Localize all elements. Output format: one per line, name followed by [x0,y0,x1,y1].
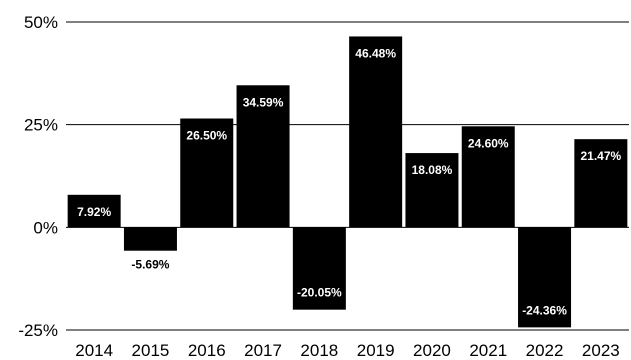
data-label-2023: 21.47% [580,149,621,163]
x-tick-label: 2020 [413,341,451,360]
x-tick-label: 2014 [75,341,113,360]
bars [67,36,628,328]
x-axis-tick-labels: 2014 2015 2016 2017 2018 2019 2020 2021 2022 2023 [75,341,620,360]
x-tick-label: 2019 [357,341,395,360]
y-tick-label: 0% [33,218,58,237]
bar-2018 [292,227,346,310]
bar-2016 [180,118,234,228]
x-tick-label: 2015 [132,341,170,360]
x-tick-label: 2016 [188,341,226,360]
bar-2023 [574,139,628,228]
y-tick-label: 25% [24,116,58,135]
bar-2017 [236,85,290,228]
bar-2015 [123,227,177,251]
data-labels: 7.92% -5.69% 26.50% 34.59% -20.05% 46.48% 18.0… [77,46,621,317]
x-tick-label: 2021 [469,341,507,360]
bar-2020 [405,153,459,228]
data-label-2016: 26.50% [186,129,227,143]
data-label-2022: -24.36% [522,303,567,317]
data-label-2015: -5.69% [131,258,169,272]
y-axis-tick-labels: 50% 25% 0% -25% [18,13,58,340]
bar-2022 [518,227,572,328]
data-label-2017: 34.59% [243,95,284,109]
data-label-2014: 7.92% [77,205,111,219]
bar-2021 [461,126,515,228]
y-tick-label: -25% [18,321,58,340]
data-label-2020: 18.08% [412,163,453,177]
x-tick-label: 2017 [244,341,282,360]
data-label-2021: 24.60% [468,136,509,150]
x-tick-label: 2023 [582,341,620,360]
x-tick-label: 2022 [526,341,564,360]
data-label-2019: 46.48% [355,46,396,60]
data-label-2018: -20.05% [297,286,342,300]
bar-2014 [67,194,121,228]
bar-2019 [349,36,403,228]
x-tick-label: 2018 [300,341,338,360]
y-tick-label: 50% [24,13,58,32]
